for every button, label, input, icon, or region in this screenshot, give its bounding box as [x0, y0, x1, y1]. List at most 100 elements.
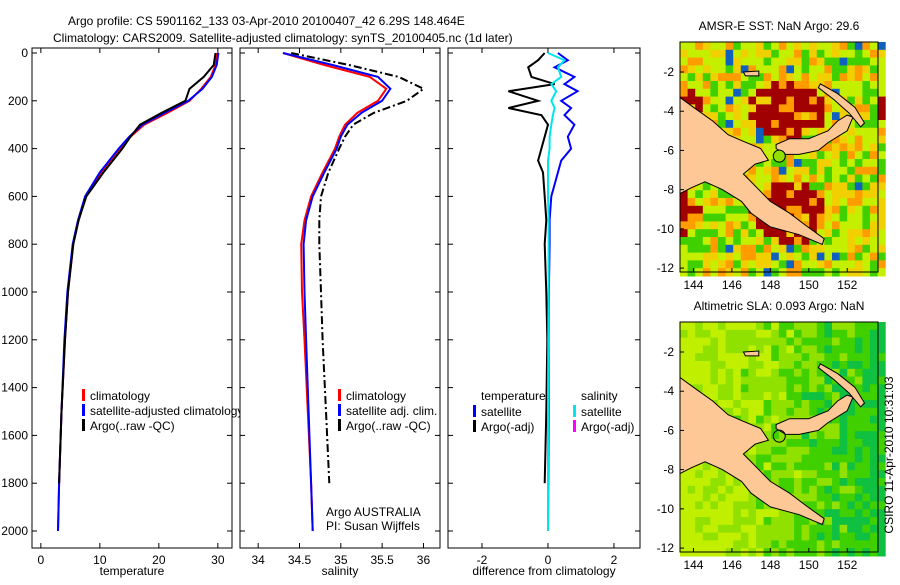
map-cell	[702, 65, 711, 74]
map-cell	[756, 361, 765, 370]
map-cell	[870, 540, 879, 549]
map-cell	[847, 96, 856, 105]
map-cell	[786, 151, 795, 160]
map-cell	[816, 493, 825, 502]
map-cell	[824, 322, 833, 331]
map-cell	[786, 237, 795, 246]
map-cell	[794, 439, 803, 448]
map-cell	[832, 65, 841, 74]
x-axis-label: temperature	[100, 564, 165, 578]
map-cell	[854, 260, 863, 269]
map-cell	[794, 345, 803, 354]
map-cell	[778, 135, 787, 144]
map-cell	[733, 96, 742, 105]
map-cell	[718, 392, 727, 401]
map-cell	[778, 81, 787, 90]
map-cell	[740, 485, 749, 495]
map-cell	[854, 517, 863, 526]
map-cell	[763, 182, 772, 191]
map-cell	[718, 501, 727, 510]
map-cell	[877, 353, 886, 362]
map-cell	[877, 96, 886, 105]
map-cell	[763, 524, 772, 534]
map-cell	[695, 213, 704, 222]
map-cell	[809, 524, 818, 534]
map-cell	[733, 88, 742, 98]
map-cell	[877, 345, 886, 354]
map-cell	[824, 96, 833, 105]
map-cell	[740, 244, 749, 254]
map-cell	[794, 112, 803, 121]
map-cell	[832, 221, 841, 230]
map-cell	[763, 376, 772, 385]
map-cell	[870, 166, 879, 176]
map-cell	[801, 329, 810, 339]
map-cell	[854, 368, 863, 378]
map-cell	[695, 96, 704, 105]
map-cell	[801, 65, 810, 74]
map-cell	[816, 407, 825, 417]
map-cell	[862, 120, 871, 129]
map-cell	[771, 446, 780, 456]
map-cell	[862, 96, 871, 105]
profile-panel-2: 34 34.5 35 35.5 36 salinity climatologysatelli…	[239, 47, 441, 578]
map-cell	[771, 517, 780, 526]
map-cell	[816, 96, 825, 105]
map-cell	[702, 237, 711, 246]
map-cell	[847, 478, 856, 487]
map-cell	[680, 198, 689, 207]
x-tick-label: 148	[760, 278, 780, 292]
map-cell	[725, 81, 734, 90]
map-cell	[847, 166, 856, 176]
y-tick-label: -10	[657, 502, 675, 516]
map-cell	[832, 517, 841, 526]
x-tick-label: 2	[611, 553, 618, 567]
map-cell	[877, 151, 886, 160]
map-cell	[733, 229, 742, 238]
map-cell	[794, 88, 803, 98]
map-cell	[740, 104, 749, 113]
map-cell	[740, 322, 749, 331]
map-cell	[832, 73, 841, 82]
map-cell	[733, 237, 742, 246]
map-cell	[794, 376, 803, 385]
map-cell	[702, 49, 711, 59]
map-cell	[870, 135, 879, 144]
map-cell	[756, 353, 765, 362]
legend-label: satellite	[481, 405, 522, 419]
map-cell	[763, 112, 772, 121]
map-cell	[733, 65, 742, 74]
mainland-land	[679, 96, 825, 246]
new-ireland-land	[817, 83, 866, 128]
annotation-text: Argo AUSTRALIA	[326, 505, 421, 519]
map-cell	[680, 244, 689, 254]
map-cell	[847, 88, 856, 98]
map-cell	[862, 407, 871, 417]
map-cell	[725, 517, 734, 526]
map-cell	[854, 322, 863, 331]
map-cell	[710, 345, 719, 354]
map-cell	[832, 524, 841, 534]
map-cell	[702, 509, 711, 518]
y-tick-label: -4	[663, 104, 674, 118]
map-cell	[832, 337, 841, 346]
map-cell	[725, 392, 734, 401]
map-cell	[809, 182, 818, 191]
map-cell	[687, 353, 696, 362]
map-cell	[725, 337, 734, 346]
map-cell	[847, 237, 856, 246]
map-cell	[824, 104, 833, 113]
map-cell	[710, 57, 719, 66]
map-cell	[832, 244, 841, 254]
map-cell	[763, 431, 772, 440]
map-cell	[809, 446, 818, 456]
map-cell	[778, 229, 787, 238]
map-cell	[824, 174, 833, 183]
map-cell	[718, 244, 727, 254]
map-cell	[786, 104, 795, 113]
map-cell	[771, 384, 780, 393]
map-cell	[801, 439, 810, 448]
map-cell	[832, 159, 841, 168]
map-cell	[832, 345, 841, 354]
map-cell	[847, 244, 856, 254]
